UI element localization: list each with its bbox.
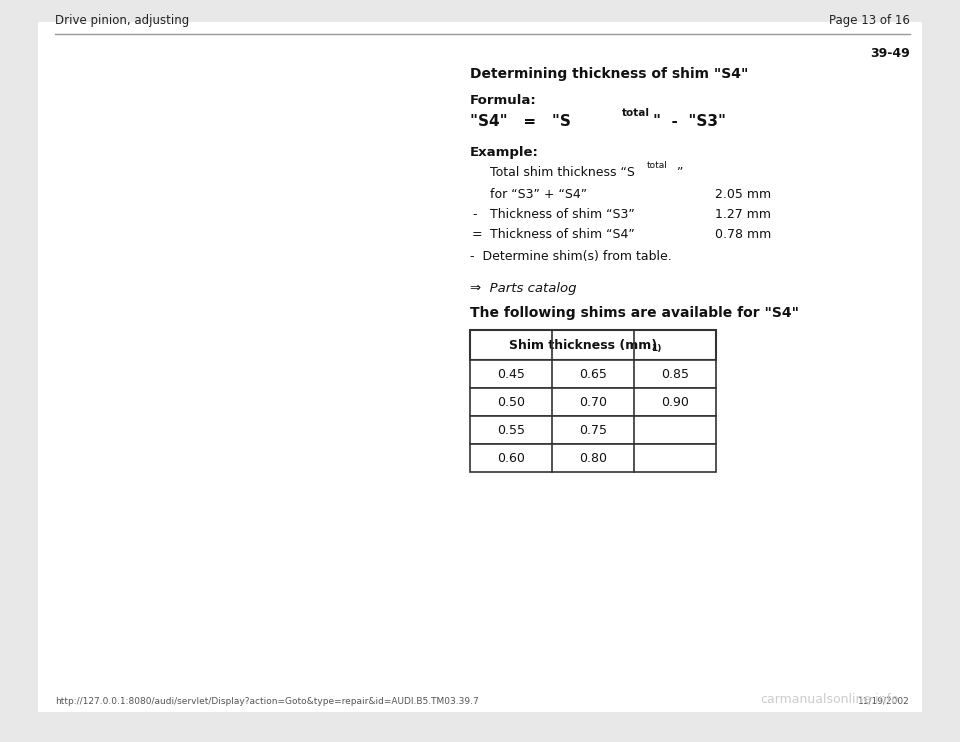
Text: "S4"   =   "S: "S4" = "S [470,114,571,129]
Text: http://127.0.0.1:8080/audi/servlet/Display?action=Goto&type=repair&id=AUDI.B5.TM: http://127.0.0.1:8080/audi/servlet/Displ… [55,697,479,706]
Text: 0.90: 0.90 [661,395,689,409]
Text: =: = [472,228,483,241]
Text: 1): 1) [651,344,661,353]
Text: total: total [622,108,650,118]
Text: Page 13 of 16: Page 13 of 16 [829,14,910,27]
Text: "  -  "S3": " - "S3" [653,114,726,129]
Text: The following shims are available for "S4": The following shims are available for "S… [470,306,799,320]
Text: ”: ” [677,166,684,179]
Text: 2.05 mm: 2.05 mm [715,188,771,201]
Text: 1.27 mm: 1.27 mm [715,208,771,221]
Text: ⇒  Parts catalog: ⇒ Parts catalog [470,282,577,295]
Text: total: total [647,161,668,170]
Text: 39-49: 39-49 [871,47,910,60]
Text: 0.78 mm: 0.78 mm [715,228,771,241]
Text: 0.50: 0.50 [497,395,525,409]
Text: 0.60: 0.60 [497,451,525,464]
Bar [470,388,716,416]
Bar [470,416,716,444]
Text: Determining thickness of shim "S4": Determining thickness of shim "S4" [470,67,749,81]
Text: Thickness of shim “S4”: Thickness of shim “S4” [490,228,635,241]
Text: 0.45: 0.45 [497,367,525,381]
Bar [470,330,716,360]
Text: -: - [472,208,476,221]
Text: Shim thickness (mm): Shim thickness (mm) [509,338,657,352]
Text: 0.80: 0.80 [579,451,607,464]
Text: 11/19/2002: 11/19/2002 [858,697,910,706]
Text: Thickness of shim “S3”: Thickness of shim “S3” [490,208,635,221]
Text: 0.75: 0.75 [579,424,607,436]
Text: Total shim thickness “S: Total shim thickness “S [490,166,635,179]
Text: Drive pinion, adjusting: Drive pinion, adjusting [55,14,189,27]
Text: 0.55: 0.55 [497,424,525,436]
Text: Example:: Example: [470,146,539,159]
Bar [470,360,716,388]
Text: for “S3” + “S4”: for “S3” + “S4” [490,188,588,201]
Text: -  Determine shim(s) from table.: - Determine shim(s) from table. [470,250,672,263]
Bar [470,444,716,472]
Text: Formula:: Formula: [470,94,537,107]
Text: 0.85: 0.85 [661,367,689,381]
Text: 0.65: 0.65 [579,367,607,381]
Text: 0.70: 0.70 [579,395,607,409]
Text: carmanualsonline.info: carmanualsonline.info [760,693,899,706]
